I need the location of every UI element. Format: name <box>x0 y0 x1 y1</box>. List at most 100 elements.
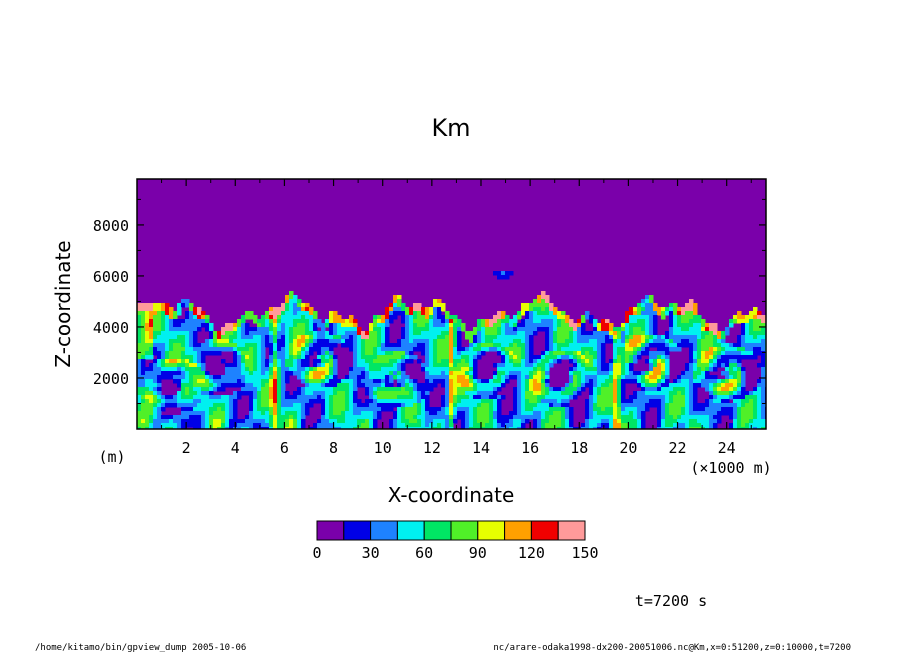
field-cell <box>513 347 518 352</box>
field-cell <box>157 343 162 348</box>
field-cell <box>533 411 538 416</box>
field-cell <box>365 379 370 384</box>
field-cell <box>681 371 686 376</box>
field-cell <box>501 355 506 360</box>
field-cell <box>373 347 378 352</box>
field-cell <box>449 375 454 380</box>
field-cell <box>225 343 230 348</box>
field-cell <box>149 347 154 352</box>
field-cell <box>213 427 218 429</box>
field-cell <box>757 411 762 416</box>
field-cell <box>689 363 694 368</box>
field-cell <box>757 335 762 340</box>
field-cell <box>477 395 482 400</box>
field-cell <box>709 415 714 420</box>
field-cell <box>577 343 582 348</box>
field-cell <box>741 355 746 360</box>
field-cell <box>417 311 422 316</box>
field-cell <box>705 367 710 372</box>
field-cell <box>537 419 542 424</box>
field-cell <box>281 311 286 316</box>
field-cell <box>509 335 514 340</box>
field-cell <box>141 315 146 320</box>
field-cell <box>673 335 678 340</box>
field-cell <box>281 403 286 408</box>
field-cell <box>433 407 438 412</box>
field-cell <box>137 303 142 308</box>
field-cell <box>281 307 286 312</box>
field-cell <box>517 415 522 420</box>
field-cell <box>165 419 170 424</box>
field-cell <box>497 271 502 276</box>
field-cell <box>541 311 546 316</box>
field-cell <box>305 395 310 400</box>
field-cell <box>181 395 186 400</box>
field-cell <box>313 423 318 428</box>
field-cell <box>729 367 734 372</box>
field-cell <box>549 399 554 404</box>
field-cell <box>265 379 270 384</box>
field-cell <box>529 407 534 412</box>
field-cell <box>601 399 606 404</box>
field-cell <box>529 411 534 416</box>
field-cell <box>285 307 290 312</box>
field-cell <box>209 351 214 356</box>
field-cell <box>721 371 726 376</box>
field-cell <box>141 423 146 428</box>
field-cell <box>585 411 590 416</box>
field-cell <box>165 415 170 420</box>
field-cell <box>497 403 502 408</box>
field-cell <box>141 347 146 352</box>
field-cell <box>369 359 374 364</box>
field-cell <box>565 351 570 356</box>
field-cell <box>273 399 278 404</box>
field-cell <box>745 331 750 336</box>
field-cell <box>181 363 186 368</box>
field-cell <box>665 355 670 360</box>
field-cell <box>693 375 698 380</box>
field-cell <box>529 307 534 312</box>
field-cell <box>301 391 306 396</box>
field-cell <box>253 319 258 324</box>
field-cell <box>669 323 674 328</box>
field-cell <box>429 363 434 368</box>
field-cell <box>185 319 190 324</box>
field-cell <box>181 427 186 429</box>
field-cell <box>509 331 514 336</box>
field-cell <box>693 327 698 332</box>
field-cell <box>677 419 682 424</box>
field-cell <box>597 351 602 356</box>
field-cell <box>493 391 498 396</box>
field-cell <box>169 331 174 336</box>
field-cell <box>213 403 218 408</box>
field-cell <box>709 323 714 328</box>
field-cell <box>257 375 262 380</box>
field-cell <box>305 387 310 392</box>
field-cell <box>277 375 282 380</box>
field-cell <box>517 419 522 424</box>
field-cell <box>453 411 458 416</box>
field-cell <box>301 355 306 360</box>
field-cell <box>309 387 314 392</box>
footer-right: nc/arare-odaka1998-dx200-20051006.nc@Km,… <box>493 643 851 653</box>
field-cell <box>281 351 286 356</box>
field-cell <box>669 387 674 392</box>
field-cell <box>577 391 582 396</box>
field-cell <box>717 415 722 420</box>
field-cell <box>397 307 402 312</box>
field-cell <box>597 427 602 429</box>
field-cell <box>221 339 226 344</box>
field-cell <box>565 355 570 360</box>
field-cell <box>649 363 654 368</box>
field-cell <box>221 415 226 420</box>
field-cell <box>677 427 682 429</box>
field-cell <box>373 339 378 344</box>
field-cell <box>473 343 478 348</box>
field-cell <box>709 359 714 364</box>
field-cell <box>141 395 146 400</box>
field-cell <box>461 415 466 420</box>
field-cell <box>669 419 674 424</box>
field-cell <box>249 423 254 428</box>
field-cell <box>517 327 522 332</box>
